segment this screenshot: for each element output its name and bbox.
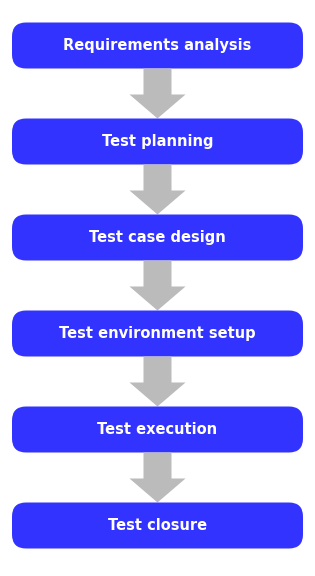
Polygon shape (129, 69, 186, 119)
Polygon shape (129, 165, 186, 214)
Text: Test planning: Test planning (102, 134, 213, 149)
Text: Test environment setup: Test environment setup (59, 326, 256, 341)
Text: Test case design: Test case design (89, 230, 226, 245)
Text: Test closure: Test closure (108, 518, 207, 533)
FancyBboxPatch shape (12, 310, 303, 357)
Polygon shape (129, 260, 186, 310)
Polygon shape (129, 453, 186, 502)
Text: Requirements analysis: Requirements analysis (63, 38, 252, 53)
FancyBboxPatch shape (12, 407, 303, 453)
FancyBboxPatch shape (12, 214, 303, 260)
FancyBboxPatch shape (12, 22, 303, 69)
FancyBboxPatch shape (12, 502, 303, 548)
Text: Test execution: Test execution (97, 422, 218, 437)
Polygon shape (129, 357, 186, 407)
FancyBboxPatch shape (12, 119, 303, 165)
